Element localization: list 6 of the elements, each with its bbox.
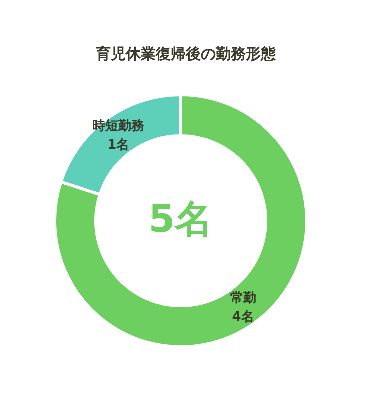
donut-slice (54, 94, 308, 348)
text: 5名 (148, 197, 214, 241)
data-label: 4名 (232, 310, 254, 325)
data-label: 1名 (108, 138, 130, 154)
chart-title: 育児休業復帰後の勤務形態 (95, 45, 277, 63)
slice-label: 常勤 (230, 290, 256, 306)
